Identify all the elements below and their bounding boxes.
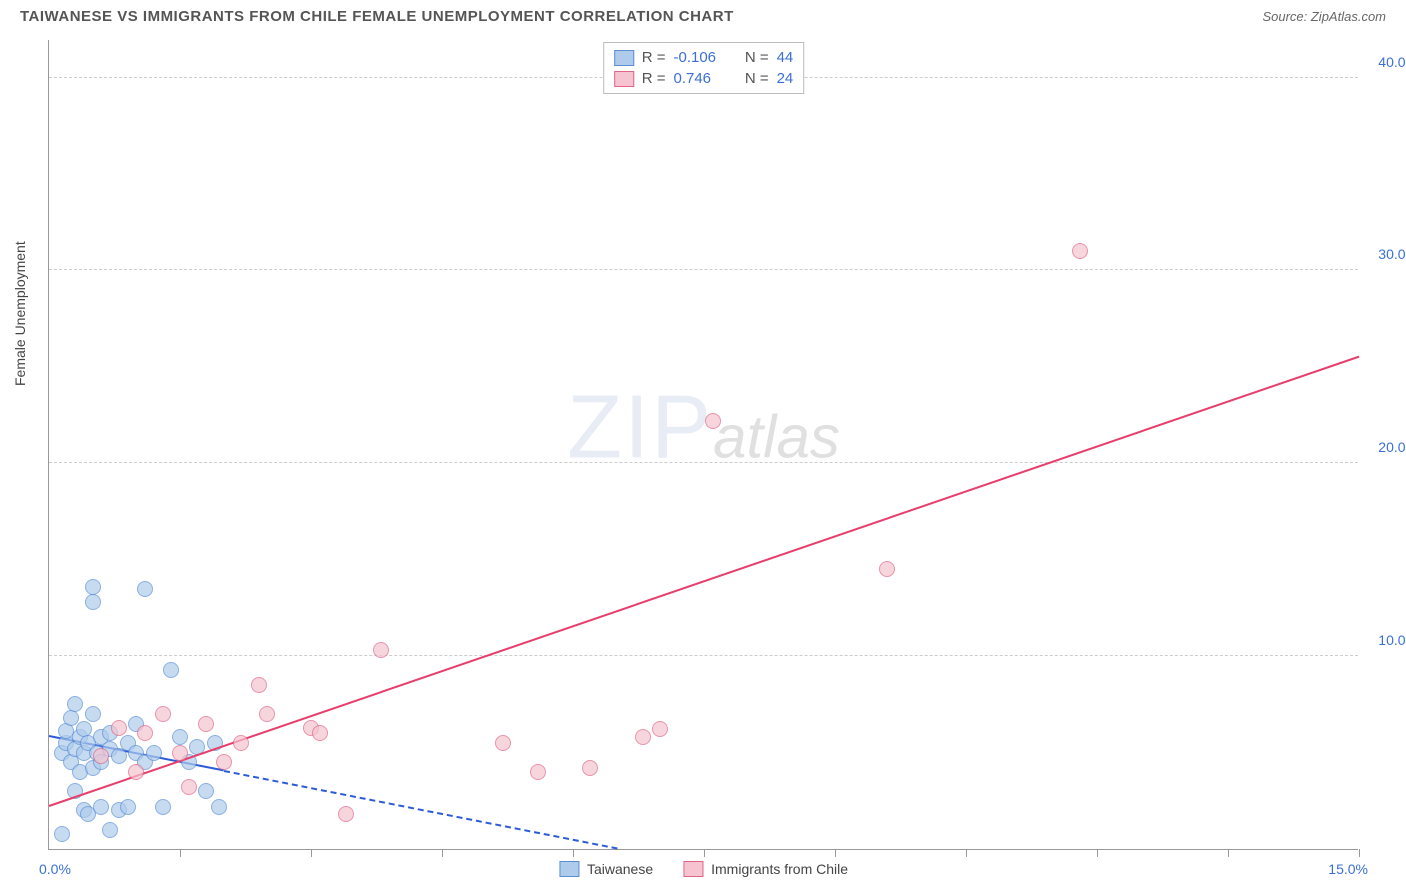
x-tick: [180, 849, 181, 857]
data-point: [635, 729, 651, 745]
legend-swatch: [559, 861, 579, 877]
legend-series: Taiwanese Immigrants from Chile: [559, 861, 848, 877]
data-point: [155, 799, 171, 815]
data-point: [198, 716, 214, 732]
legend-swatch: [614, 71, 634, 87]
data-point: [85, 579, 101, 595]
data-point: [120, 799, 136, 815]
scatter-chart: ZIPatlas R = -0.106 N = 44R = 0.746 N = …: [48, 40, 1358, 850]
legend-stat-row: R = 0.746 N = 24: [614, 68, 794, 89]
data-point: [111, 748, 127, 764]
data-point: [211, 799, 227, 815]
data-point: [233, 735, 249, 751]
data-point: [495, 735, 511, 751]
gridline: [49, 269, 1358, 270]
watermark: ZIPatlas: [567, 377, 840, 480]
data-point: [373, 642, 389, 658]
header: TAIWANESE VS IMMIGRANTS FROM CHILE FEMAL…: [0, 0, 1406, 29]
legend-n-value: 24: [777, 70, 794, 87]
x-tick: [966, 849, 967, 857]
data-point: [137, 581, 153, 597]
chart-title: TAIWANESE VS IMMIGRANTS FROM CHILE FEMAL…: [20, 8, 734, 25]
data-point: [85, 594, 101, 610]
data-point: [705, 413, 721, 429]
gridline: [49, 655, 1358, 656]
data-point: [198, 783, 214, 799]
legend-r-value: -0.106: [673, 49, 728, 66]
legend-series-item: Immigrants from Chile: [683, 861, 848, 877]
data-point: [163, 662, 179, 678]
data-point: [216, 754, 232, 770]
data-point: [338, 806, 354, 822]
trendline-extrapolated: [223, 770, 616, 849]
data-point: [1072, 243, 1088, 259]
data-point: [172, 745, 188, 761]
data-point: [155, 706, 171, 722]
x-tick: [704, 849, 705, 857]
x-tick: [442, 849, 443, 857]
data-point: [93, 748, 109, 764]
y-tick-label: 20.0%: [1378, 439, 1406, 455]
x-tick: [311, 849, 312, 857]
data-point: [181, 779, 197, 795]
data-point: [146, 745, 162, 761]
data-point: [111, 720, 127, 736]
y-tick-label: 40.0%: [1378, 54, 1406, 70]
data-point: [93, 799, 109, 815]
x-axis-min-label: 0.0%: [39, 861, 71, 877]
x-tick: [573, 849, 574, 857]
legend-stat-row: R = -0.106 N = 44: [614, 47, 794, 68]
legend-r-value: 0.746: [673, 70, 728, 87]
data-point: [102, 822, 118, 838]
y-tick-label: 30.0%: [1378, 246, 1406, 262]
data-point: [251, 677, 267, 693]
x-tick: [1228, 849, 1229, 857]
data-point: [879, 561, 895, 577]
legend-n-label: N =: [736, 70, 768, 87]
data-point: [137, 725, 153, 741]
data-point: [172, 729, 188, 745]
data-point: [259, 706, 275, 722]
legend-series-item: Taiwanese: [559, 861, 653, 877]
legend-series-label: Immigrants from Chile: [711, 861, 848, 877]
data-point: [85, 706, 101, 722]
x-tick: [835, 849, 836, 857]
x-tick: [1359, 849, 1360, 857]
gridline: [49, 462, 1358, 463]
watermark-atlas: atlas: [713, 404, 840, 471]
data-point: [54, 826, 70, 842]
legend-swatch: [683, 861, 703, 877]
legend-n-label: N =: [736, 49, 768, 66]
y-axis-label: Female Unemployment: [12, 241, 28, 386]
x-axis-max-label: 15.0%: [1328, 861, 1368, 877]
legend-swatch: [614, 50, 634, 66]
legend-series-label: Taiwanese: [587, 861, 653, 877]
legend-n-value: 44: [777, 49, 794, 66]
legend-r-label: R =: [642, 70, 666, 87]
legend-stats: R = -0.106 N = 44R = 0.746 N = 24: [603, 42, 805, 94]
source-label: Source: ZipAtlas.com: [1262, 9, 1386, 24]
data-point: [530, 764, 546, 780]
data-point: [652, 721, 668, 737]
data-point: [582, 760, 598, 776]
data-point: [128, 764, 144, 780]
data-point: [312, 725, 328, 741]
x-tick: [1097, 849, 1098, 857]
y-tick-label: 10.0%: [1378, 632, 1406, 648]
data-point: [67, 696, 83, 712]
legend-r-label: R =: [642, 49, 666, 66]
